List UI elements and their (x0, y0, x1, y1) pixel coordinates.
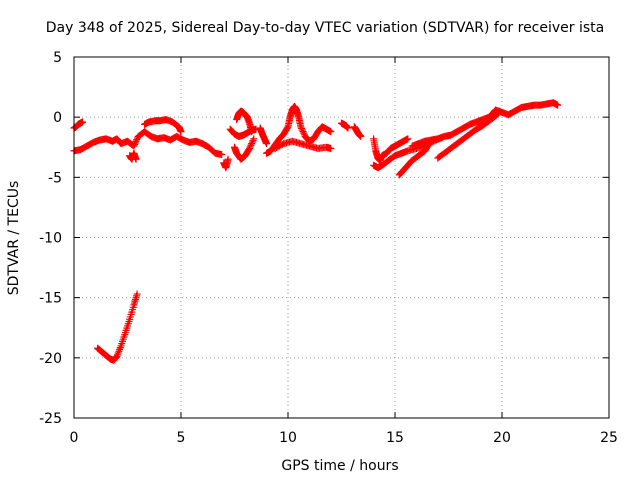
data-point (132, 155, 140, 163)
x-axis-label: GPS time / hours (281, 458, 398, 474)
data-point (177, 128, 185, 136)
data-point (404, 135, 412, 143)
y-tick-label: -5 (48, 170, 62, 186)
y-tick-label: 5 (53, 50, 62, 66)
series-trace-h (226, 125, 260, 140)
y-tick-label: -20 (39, 351, 62, 367)
data-point (247, 141, 255, 149)
x-tick-label: 10 (279, 430, 297, 446)
data-point (131, 140, 139, 148)
series-trace-b (70, 128, 226, 158)
y-axis-label: SDTVAR / TECUs (6, 181, 22, 296)
y-tick-label: -15 (39, 291, 62, 307)
series-trace-d (126, 149, 140, 163)
data-point (298, 124, 306, 132)
data-point (246, 143, 254, 151)
data-point (327, 128, 335, 136)
data-point (344, 124, 352, 132)
x-tick-label: 0 (70, 430, 79, 446)
y-tick-label: -25 (39, 411, 62, 427)
x-tick-label: 20 (493, 430, 511, 446)
series-trace-s (94, 290, 141, 364)
data-point (298, 126, 306, 134)
data-point (133, 290, 141, 298)
x-tick-label: 5 (177, 430, 186, 446)
data-point (248, 140, 256, 148)
data-point (132, 137, 140, 145)
data-point (496, 107, 504, 115)
data-point (248, 138, 256, 146)
data-point (250, 135, 258, 143)
data-point (263, 140, 271, 148)
grid (74, 57, 609, 418)
series-trace-p (395, 140, 433, 179)
series-trace-j (263, 102, 335, 157)
y-tick-label: 0 (53, 110, 62, 126)
series-trace-n (370, 135, 412, 164)
data-point (495, 108, 503, 116)
series-trace-k (271, 137, 335, 152)
data-point (299, 128, 307, 136)
data-point (245, 144, 253, 152)
data-point (297, 123, 305, 131)
series-trace-c (141, 116, 185, 136)
data-point (224, 155, 232, 163)
series-trace-q (408, 99, 562, 150)
data-point (300, 129, 308, 137)
x-tick-label: 15 (386, 430, 404, 446)
series-trace-r (434, 107, 504, 162)
data-point (494, 109, 502, 117)
data-point (554, 101, 562, 109)
series-trace-e (220, 155, 232, 172)
y-axis-tick-labels: 5 0 -5 -10 -15 -20 -25 (39, 50, 62, 427)
x-tick-label: 25 (600, 430, 618, 446)
chart-title: Day 348 of 2025, Sidereal Day-to-day VTE… (46, 20, 604, 36)
data-points (70, 99, 562, 364)
data-point (133, 136, 141, 144)
data-point (327, 144, 335, 152)
data-point (79, 118, 87, 126)
series-trace-g (231, 135, 258, 163)
data-point (131, 139, 139, 147)
data-point (218, 150, 226, 158)
data-point (357, 132, 365, 140)
data-point (130, 142, 138, 150)
series-trace-a (70, 118, 87, 132)
series-trace-l (338, 119, 352, 132)
series-trace-i (256, 124, 271, 148)
y-tick-label: -10 (39, 231, 62, 247)
data-point (249, 136, 257, 144)
x-axis-tick-labels: 0 5 10 15 20 25 (70, 430, 618, 446)
series-trace-m (350, 123, 365, 140)
plot-frame (73, 56, 610, 419)
